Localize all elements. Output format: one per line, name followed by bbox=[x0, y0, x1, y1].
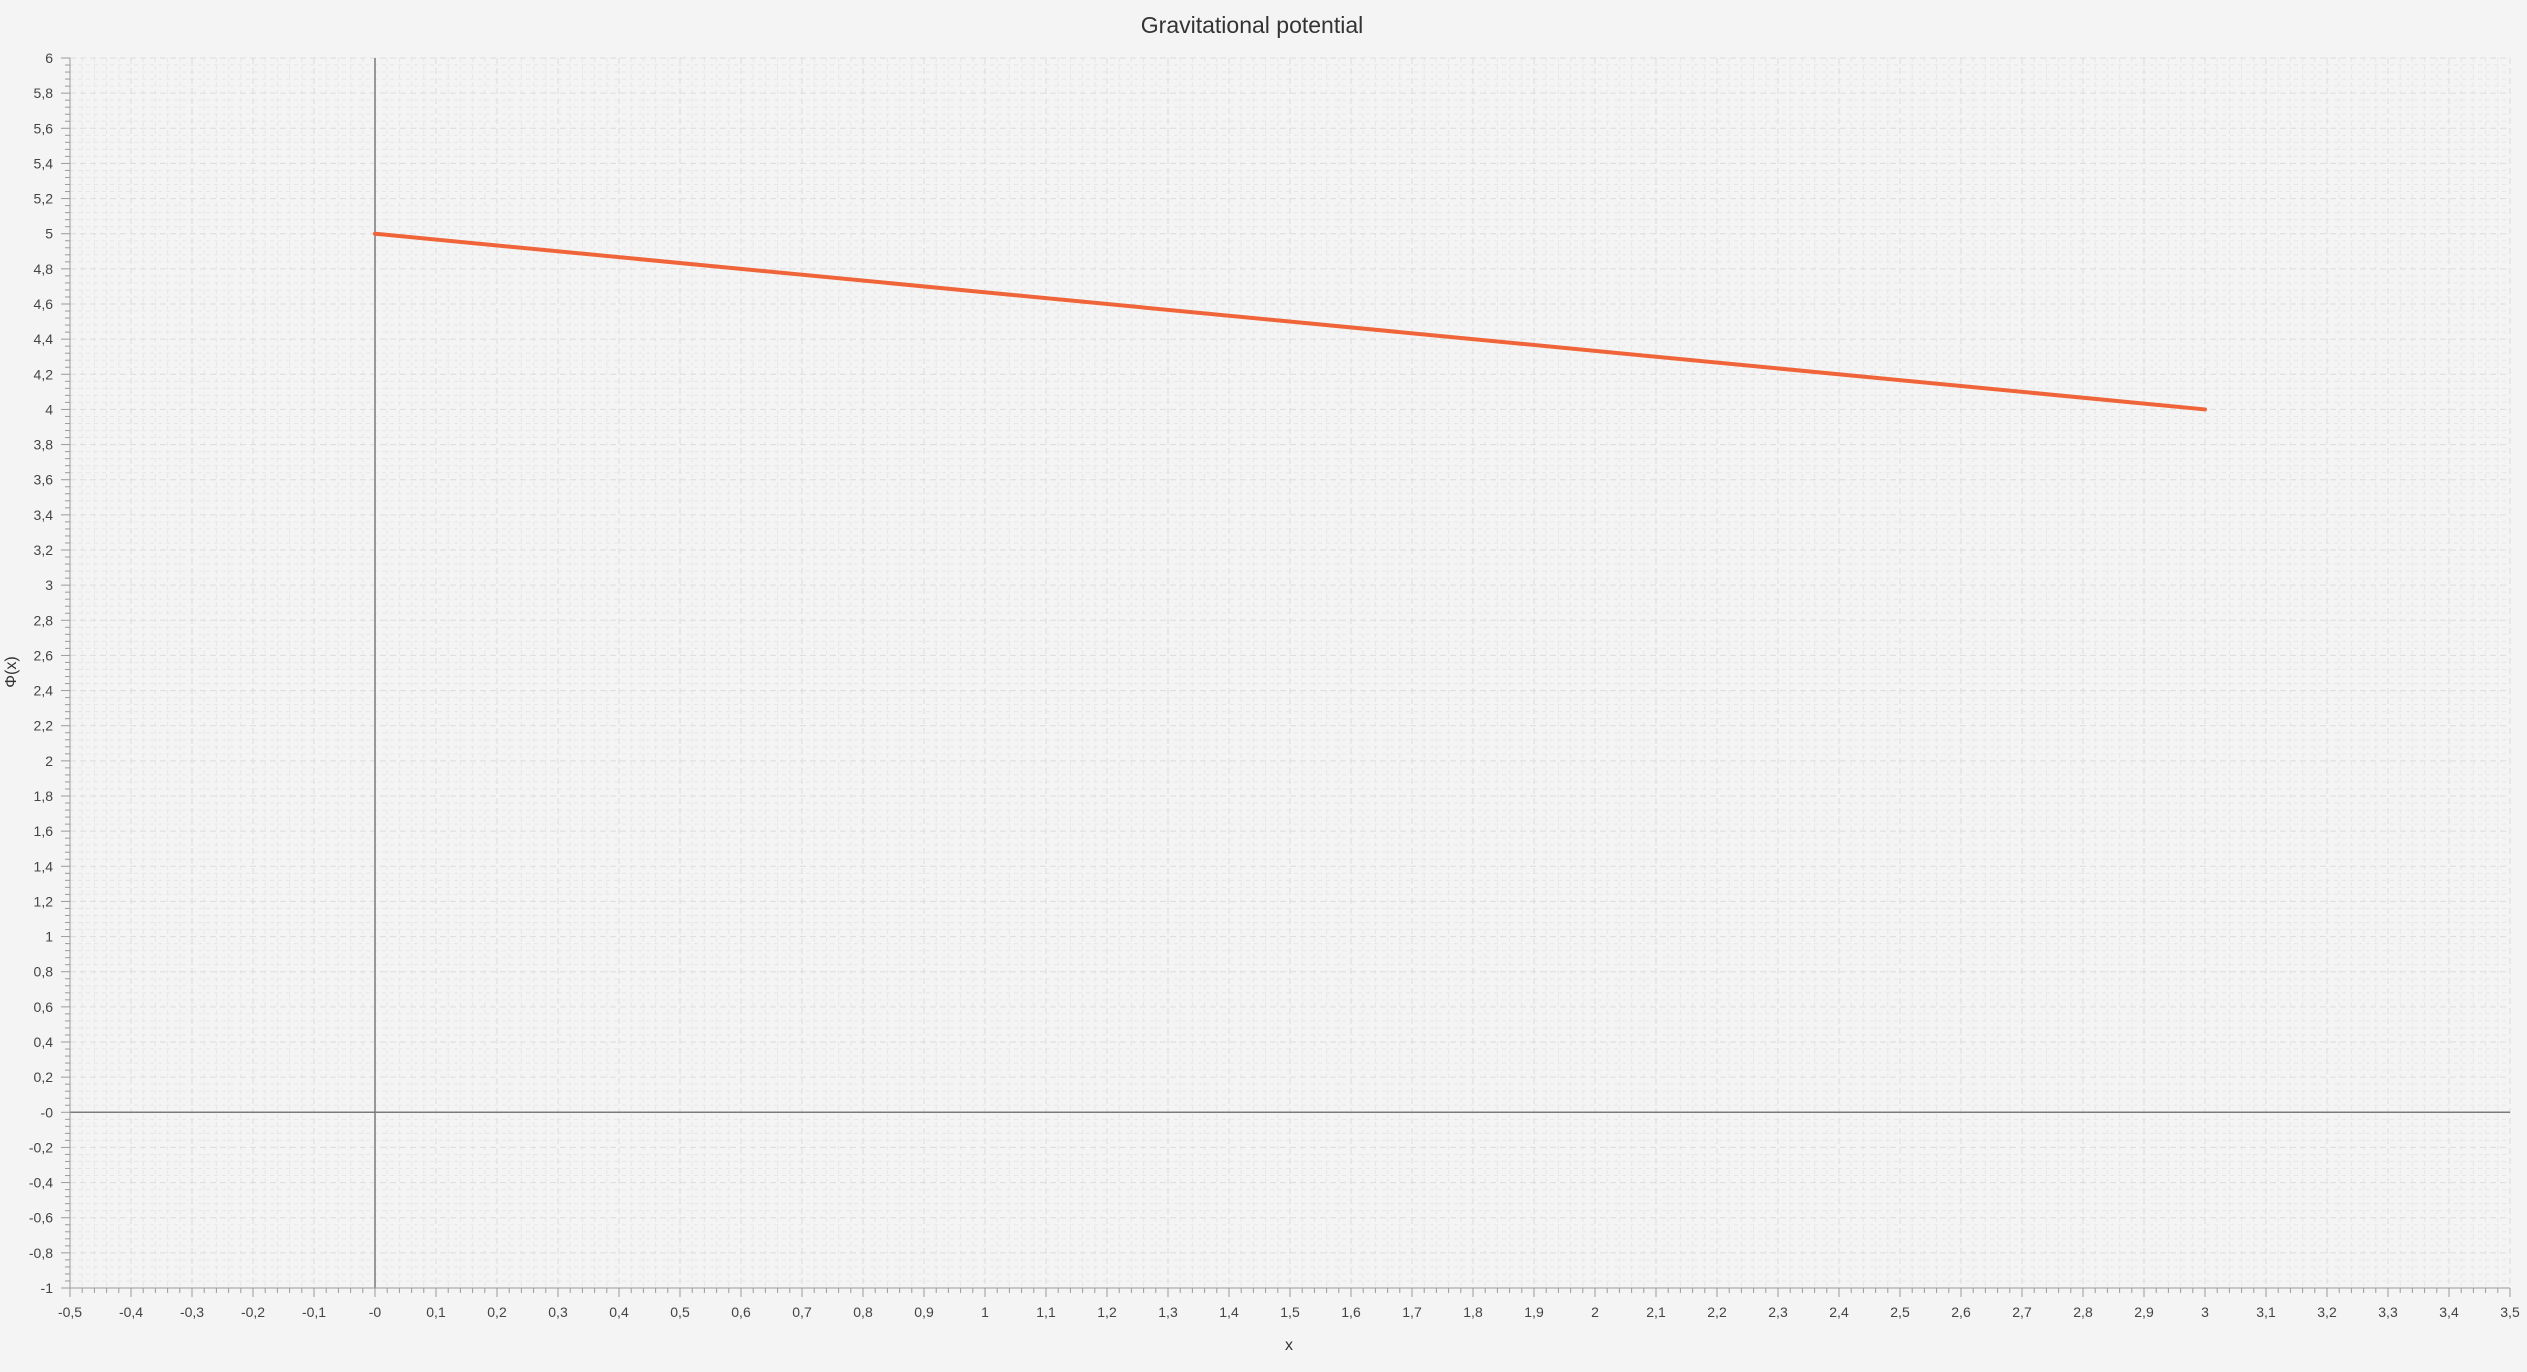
y-axis-ticks: -1 -0,8 -0,6 -0,4 -0,2 -0 0,2 0,4 0,6 0,8 1 1,2 1,4 1… bbox=[29, 50, 70, 1296]
zero-lines bbox=[70, 58, 2510, 1288]
x-tick-label: 1,5 bbox=[1280, 1304, 1300, 1320]
y-tick-label: 4,2 bbox=[34, 366, 54, 382]
x-tick-label: 0,2 bbox=[487, 1304, 507, 1320]
x-tick-label: 0,1 bbox=[426, 1304, 446, 1320]
y-tick-label: -0,8 bbox=[29, 1245, 53, 1261]
x-tick-label: 2,6 bbox=[1951, 1304, 1971, 1320]
y-tick-label: 2,8 bbox=[34, 612, 54, 628]
y-tick-label: 3,8 bbox=[34, 437, 54, 453]
y-tick-label: 1,8 bbox=[34, 788, 54, 804]
x-tick-label: 2,4 bbox=[1829, 1304, 1849, 1320]
x-tick-label: 3,1 bbox=[2256, 1304, 2276, 1320]
x-tick-label: -0,5 bbox=[58, 1304, 82, 1320]
series bbox=[373, 231, 2207, 412]
x-tick-label: -0,2 bbox=[241, 1304, 265, 1320]
y-tick-label: 4,8 bbox=[34, 261, 54, 277]
y-tick-label: 6 bbox=[45, 50, 53, 66]
x-tick-label: 2,5 bbox=[1890, 1304, 1910, 1320]
chart-title: Gravitational potential bbox=[1141, 12, 1363, 38]
y-tick-label: 2,4 bbox=[34, 683, 54, 699]
x-tick-label: 0,4 bbox=[609, 1304, 629, 1320]
y-tick-label: 0,4 bbox=[34, 1034, 54, 1050]
x-tick-label: 0,9 bbox=[914, 1304, 934, 1320]
y-tick-label: 5 bbox=[45, 226, 53, 242]
x-tick-label: 1,1 bbox=[1036, 1304, 1056, 1320]
y-tick-label: 5,6 bbox=[34, 120, 54, 136]
x-tick-label: -0,1 bbox=[302, 1304, 326, 1320]
y-tick-label: 1,2 bbox=[34, 893, 54, 909]
x-tick-label: 2 bbox=[1591, 1304, 1599, 1320]
y-tick-label: 2 bbox=[45, 753, 53, 769]
x-tick-label: 3 bbox=[2201, 1304, 2209, 1320]
x-tick-label: 1,7 bbox=[1402, 1304, 1422, 1320]
x-tick-label: 0,7 bbox=[792, 1304, 812, 1320]
y-tick-label: 5,2 bbox=[34, 191, 54, 207]
x-tick-label: -0 bbox=[369, 1304, 382, 1320]
y-tick-label: 2,2 bbox=[34, 718, 54, 734]
y-tick-label: -0,4 bbox=[29, 1175, 53, 1191]
x-tick-label: 1,9 bbox=[1524, 1304, 1544, 1320]
y-tick-label: 4,4 bbox=[34, 331, 54, 347]
y-tick-label: 5,4 bbox=[34, 155, 54, 171]
y-tick-label: 4 bbox=[45, 401, 53, 417]
series-line-0 bbox=[373, 231, 2207, 412]
x-tick-label: 0,6 bbox=[731, 1304, 751, 1320]
x-tick-label: 2,1 bbox=[1646, 1304, 1666, 1320]
y-tick-label: -0,2 bbox=[29, 1139, 53, 1155]
x-axis-ticks: -0,5 -0,4 -0,3 -0,2 -0,1 -0 0,1 0,2 0,3 0,4 0,5 0,6… bbox=[58, 1288, 2520, 1320]
grid bbox=[69, 57, 2511, 1289]
x-tick-label: -0,3 bbox=[180, 1304, 204, 1320]
x-axis-label: x bbox=[1285, 1337, 1293, 1354]
y-tick-label: 4,6 bbox=[34, 296, 54, 312]
x-tick-label: 3,3 bbox=[2378, 1304, 2398, 1320]
y-tick-label: 1,6 bbox=[34, 823, 54, 839]
y-tick-label: -1 bbox=[41, 1280, 54, 1296]
x-tick-label: 1,2 bbox=[1097, 1304, 1117, 1320]
x-tick-label: 3,5 bbox=[2500, 1304, 2520, 1320]
y-tick-label: 0,8 bbox=[34, 964, 54, 980]
y-tick-label: 0,6 bbox=[34, 999, 54, 1015]
x-tick-label: 0,5 bbox=[670, 1304, 690, 1320]
x-tick-label: 2,9 bbox=[2134, 1304, 2154, 1320]
y-tick-label: 3,6 bbox=[34, 472, 54, 488]
x-tick-label: 1,3 bbox=[1158, 1304, 1178, 1320]
y-tick-label: 2,6 bbox=[34, 647, 54, 663]
y-axis-label: Φ(x) bbox=[3, 656, 20, 687]
x-tick-label: 2,8 bbox=[2073, 1304, 2093, 1320]
x-tick-label: 0,8 bbox=[853, 1304, 873, 1320]
x-tick-label: 3,2 bbox=[2317, 1304, 2337, 1320]
y-tick-label: 1,4 bbox=[34, 858, 54, 874]
y-tick-label: -0 bbox=[41, 1104, 54, 1120]
x-tick-label: 2,2 bbox=[1707, 1304, 1727, 1320]
x-tick-label: 3,4 bbox=[2439, 1304, 2459, 1320]
y-tick-label: 5,8 bbox=[34, 85, 54, 101]
x-tick-label: 2,3 bbox=[1768, 1304, 1788, 1320]
y-tick-label: 0,2 bbox=[34, 1069, 54, 1085]
x-tick-label: -0,4 bbox=[119, 1304, 143, 1320]
y-tick-label: 1 bbox=[45, 929, 53, 945]
y-tick-label: -0,6 bbox=[29, 1210, 53, 1226]
y-tick-label: 3,2 bbox=[34, 542, 54, 558]
x-tick-label: 1 bbox=[981, 1304, 989, 1320]
x-tick-label: 2,7 bbox=[2012, 1304, 2032, 1320]
x-tick-label: 1,4 bbox=[1219, 1304, 1239, 1320]
y-tick-label: 3 bbox=[45, 577, 53, 593]
x-tick-label: 1,8 bbox=[1463, 1304, 1483, 1320]
x-tick-label: 0,3 bbox=[548, 1304, 568, 1320]
x-tick-label: 1,6 bbox=[1341, 1304, 1361, 1320]
y-tick-label: 3,4 bbox=[34, 507, 54, 523]
